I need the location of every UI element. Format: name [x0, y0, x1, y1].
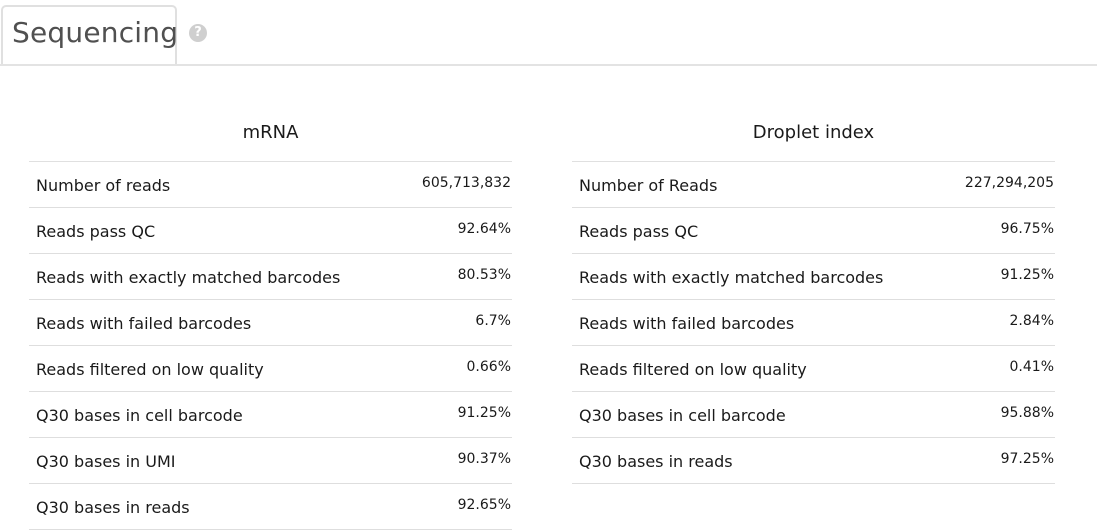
row-value: 6.7%: [475, 313, 511, 329]
row-label: Number of Reads: [579, 176, 718, 195]
row-label: Number of reads: [36, 176, 171, 195]
row-label: Q30 bases in UMI: [36, 452, 176, 471]
row-label: Reads with failed barcodes: [36, 314, 252, 333]
row-value: 80.53%: [457, 267, 511, 283]
table-row: Q30 bases in cell barcode 91.25%: [29, 392, 512, 438]
table-row: Reads with failed barcodes 2.84%: [572, 300, 1055, 346]
row-value: 227,294,205: [964, 175, 1054, 191]
droplet-index-metrics-table: Droplet index Number of Reads 227,294,20…: [572, 111, 1055, 484]
table-row: Reads pass QC 96.75%: [572, 208, 1055, 254]
table-row: Q30 bases in reads 97.25%: [572, 438, 1055, 484]
table-row: Q30 bases in cell barcode 95.88%: [572, 392, 1055, 438]
table-row: Q30 bases in UMI 90.37%: [29, 438, 512, 484]
table-row: Reads with exactly matched barcodes 80.5…: [29, 254, 512, 300]
table-row: Number of reads 605,713,832: [29, 162, 512, 208]
row-value: 92.65%: [457, 497, 511, 513]
row-value: 0.41%: [1009, 359, 1054, 375]
table-row: Reads with exactly matched barcodes 91.2…: [572, 254, 1055, 300]
row-label: Q30 bases in cell barcode: [579, 406, 786, 425]
table-row: Reads with failed barcodes 6.7%: [29, 300, 512, 346]
row-value: 90.37%: [457, 451, 511, 467]
row-value: 95.88%: [1000, 405, 1054, 421]
mrna-table-title: mRNA: [29, 111, 512, 162]
question-circle-icon[interactable]: ?: [189, 24, 207, 42]
row-label: Reads pass QC: [36, 222, 156, 241]
mrna-metrics-table: mRNA Number of reads 605,713,832 Reads p…: [29, 111, 512, 530]
row-value: 97.25%: [1000, 451, 1054, 467]
tab-sequencing[interactable]: Sequencing: [1, 5, 179, 64]
row-label: Reads filtered on low quality: [579, 360, 807, 379]
row-label: Reads filtered on low quality: [36, 360, 264, 379]
row-label: Q30 bases in reads: [579, 452, 733, 471]
droplet-table-title: Droplet index: [572, 111, 1055, 162]
table-row: Q30 bases in reads 92.65%: [29, 484, 512, 530]
row-label: Q30 bases in reads: [36, 498, 190, 517]
row-value: 0.66%: [466, 359, 511, 375]
row-value: 96.75%: [1000, 221, 1054, 237]
row-value: 91.25%: [1000, 267, 1054, 283]
row-label: Q30 bases in cell barcode: [36, 406, 243, 425]
row-label: Reads pass QC: [579, 222, 699, 241]
row-label: Reads with exactly matched barcodes: [579, 268, 884, 287]
row-value: 91.25%: [457, 405, 511, 421]
table-row: Reads filtered on low quality 0.41%: [572, 346, 1055, 392]
row-label: Reads with exactly matched barcodes: [36, 268, 341, 287]
row-value: 605,713,832: [421, 175, 511, 191]
section-header: Sequencing ?: [0, 0, 1097, 66]
table-row: Number of Reads 227,294,205: [572, 162, 1055, 208]
table-row: Reads filtered on low quality 0.66%: [29, 346, 512, 392]
row-value: 2.84%: [1009, 313, 1054, 329]
table-row: Reads pass QC 92.64%: [29, 208, 512, 254]
row-value: 92.64%: [457, 221, 511, 237]
tab-title: Sequencing: [12, 16, 179, 49]
row-label: Reads with failed barcodes: [579, 314, 795, 333]
